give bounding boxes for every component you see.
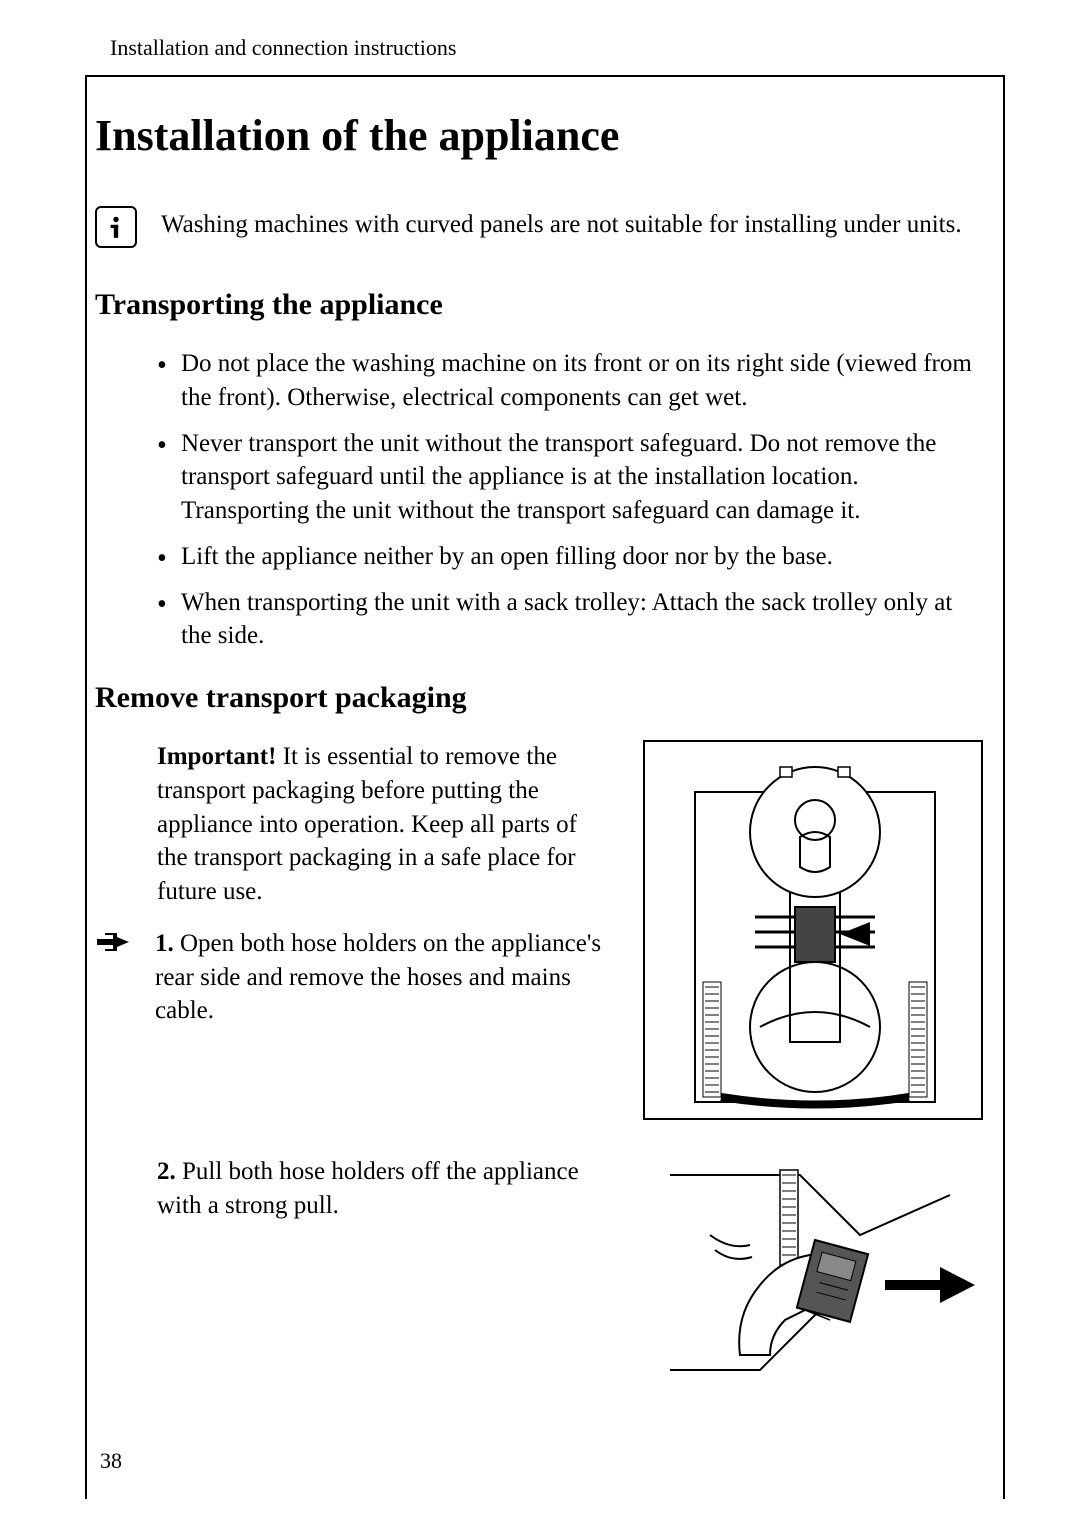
diagram-2-col — [640, 1155, 985, 1375]
diagram-1-col — [640, 740, 985, 1120]
list-item: Never transport the unit without the tra… — [157, 427, 985, 528]
step-number: 1. — [155, 930, 174, 957]
section-title-transporting: Transporting the appliance — [95, 288, 985, 322]
step2-row: 2. Pull both hose holders off the applia… — [95, 1155, 985, 1375]
step-1-text: 1. Open both hose holders on the applian… — [155, 927, 610, 1028]
step2-text-col: 2. Pull both hose holders off the applia… — [95, 1155, 610, 1223]
step-number: 2. — [157, 1158, 176, 1185]
step-body: Pull both hose holders off the appliance… — [157, 1158, 579, 1219]
important-label: Important! — [157, 743, 276, 770]
pointing-hand-icon — [95, 927, 135, 958]
step1-text-col: Important! It is essential to remove the… — [95, 740, 610, 1028]
list-item: Lift the appliance neither by an open fi… — [157, 540, 985, 574]
main-title: Installation of the appliance — [95, 110, 985, 161]
step-1: 1. Open both hose holders on the applian… — [95, 927, 610, 1028]
page-number: 38 — [100, 1448, 122, 1474]
running-head: Installation and connection instructions — [110, 35, 456, 61]
list-item: Do not place the washing machine on its … — [157, 347, 985, 415]
step-body: Open both hose holders on the appliance'… — [155, 930, 601, 1025]
diagram-pull-holder — [640, 1155, 985, 1375]
page-content: Installation of the appliance Washing ma… — [95, 100, 985, 1410]
page-border-left — [85, 75, 87, 1499]
info-note-text: Washing machines with curved panels are … — [161, 206, 962, 242]
step1-row: Important! It is essential to remove the… — [95, 740, 985, 1120]
info-note-row: Washing machines with curved panels are … — [95, 206, 985, 248]
step-2-text: 2. Pull both hose holders off the applia… — [157, 1155, 610, 1223]
list-item: When transporting the unit with a sack t… — [157, 586, 985, 654]
info-icon — [95, 206, 137, 248]
important-paragraph: Important! It is essential to remove the… — [157, 740, 610, 909]
section-title-remove-packaging: Remove transport packaging — [95, 681, 985, 715]
transporting-bullets: Do not place the washing machine on its … — [157, 347, 985, 653]
diagram-hose-holders — [643, 740, 983, 1120]
